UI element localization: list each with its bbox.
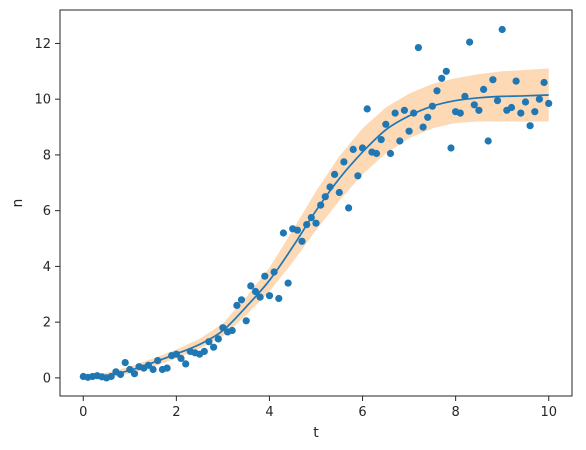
scatter-point [284,279,292,287]
scatter-point [391,109,399,117]
scatter-point [228,326,236,335]
scatter-point [345,204,353,212]
scatter-point [251,287,260,296]
scatter-point [493,97,502,105]
x-tick-label: 8 [451,405,459,420]
scatter-point [349,145,357,153]
scatter-point [130,370,139,378]
scatter-point [233,301,241,309]
scatter-point [526,122,534,130]
scatter-point [545,99,553,107]
scatter-point [424,113,432,121]
scatter-point [531,108,539,116]
scatter-point [517,109,525,117]
scatter-point [438,74,446,82]
scatter-point [182,360,190,368]
x-axis-ticks: 0 2 4 6 8 10 [79,396,557,420]
fit-line [83,94,549,379]
scatter-point [312,219,320,227]
scatter-point [149,365,157,374]
scatter-point [214,335,222,343]
scatter-point [489,76,497,84]
x-tick-label: 10 [540,405,557,420]
y-tick-label: 12 [34,37,51,52]
scatter-point [163,364,171,372]
scatter-point [419,123,427,131]
y-tick-label: 6 [43,204,51,219]
y-tick-label: 2 [43,316,51,331]
scatter-point [400,106,408,114]
x-axis-label: t [313,425,319,441]
scatter-point [237,296,246,304]
scatter-point [363,105,371,113]
scatter-point [414,44,422,52]
scatter-point [335,188,343,197]
scatter-point [177,354,185,362]
scatter-point [512,77,520,85]
scatter-point [256,293,264,301]
x-tick-label: 4 [265,405,273,420]
y-tick-label: 0 [43,371,51,386]
scatter-point [475,106,483,114]
scatter-point [377,136,385,144]
y-tick-label: 4 [43,260,51,275]
scatter-point [293,226,301,234]
y-tick-label: 10 [34,93,51,108]
scatter-point [507,103,516,112]
scatter-point [261,272,269,280]
scatter-point [470,101,478,109]
scatter-point [480,85,488,93]
scatter-points [79,25,553,382]
scatter-point [382,120,390,128]
x-tick-label: 6 [358,405,366,420]
scatter-point [405,127,413,135]
scatter-point [340,158,348,166]
scatter-point [354,172,362,180]
y-axis-ticks: 0 2 4 6 8 10 12 [34,37,60,386]
scatter-point [535,95,544,103]
scatter-point [456,109,464,117]
scatter-point [275,294,283,303]
y-axis-label: n [10,199,26,208]
scatter-point [521,98,530,106]
scatter-point [447,144,455,152]
scatter-point [484,137,492,145]
scatter-point [210,343,218,351]
plot-area [79,25,553,382]
scatter-point [442,67,450,75]
scatter-point [200,347,208,355]
scatter-point [331,170,339,178]
y-tick-label: 8 [43,148,51,163]
axes-frame [59,9,573,397]
scatter-point [121,359,129,367]
scatter-point [498,25,506,34]
x-tick-label: 0 [79,405,87,420]
scatter-point [279,229,287,237]
scatter-point [372,149,381,158]
scatter-point [466,38,474,46]
scatter-point [247,282,255,290]
scatter-point [242,317,250,325]
scatter-point [298,237,306,245]
scatter-point [386,149,395,158]
x-tick-label: 2 [172,405,180,420]
scatter-point [540,78,548,87]
scatter-point [396,137,404,145]
scatter-point [265,292,274,300]
scatter-point [433,87,441,95]
